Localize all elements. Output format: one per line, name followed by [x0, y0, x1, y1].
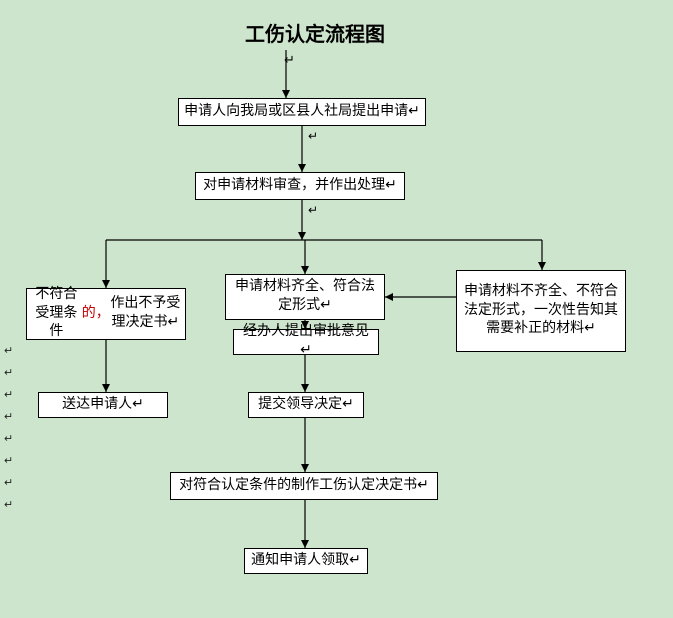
- margin-marks: ↵ ↵ ↵ ↵ ↵ ↵ ↵ ↵: [4, 340, 13, 516]
- node-n1: 申请人向我局或区县人社局提出申请↵: [178, 98, 426, 126]
- node-n6: 申请材料不齐全、不符合法定形式，一次性告知其需要补正的材料↵: [456, 270, 626, 352]
- page-title: 工伤认定流程图: [205, 18, 425, 47]
- edge-label-n2_down: ↵: [308, 203, 318, 217]
- node-n7: 送达申请人↵: [38, 392, 168, 418]
- node-n10: 通知申请人领取↵: [244, 548, 368, 574]
- node-n8: 提交领导决定↵: [248, 392, 364, 418]
- flowchart-canvas: 工伤认定流程图 ↵ ↵ ↵ 申请人向我局或区县人社局提出申请↵ 对申请材料审查，并作…: [0, 0, 673, 618]
- node-n3: 不符合受理条件的，作出不予受理决定书↵: [26, 288, 186, 340]
- node-n4: 申请材料齐全、符合法定形式↵: [225, 274, 385, 320]
- node-n9: 对符合认定条件的制作工伤认定决定书↵: [170, 472, 438, 500]
- node-n5: 经办人提出审批意见↵: [233, 329, 379, 355]
- cursor-mark: ↵: [284, 52, 295, 68]
- node-n2: 对申请材料审查，并作出处理↵: [195, 172, 405, 200]
- edge-label-n1_to_n2: ↵: [308, 129, 318, 143]
